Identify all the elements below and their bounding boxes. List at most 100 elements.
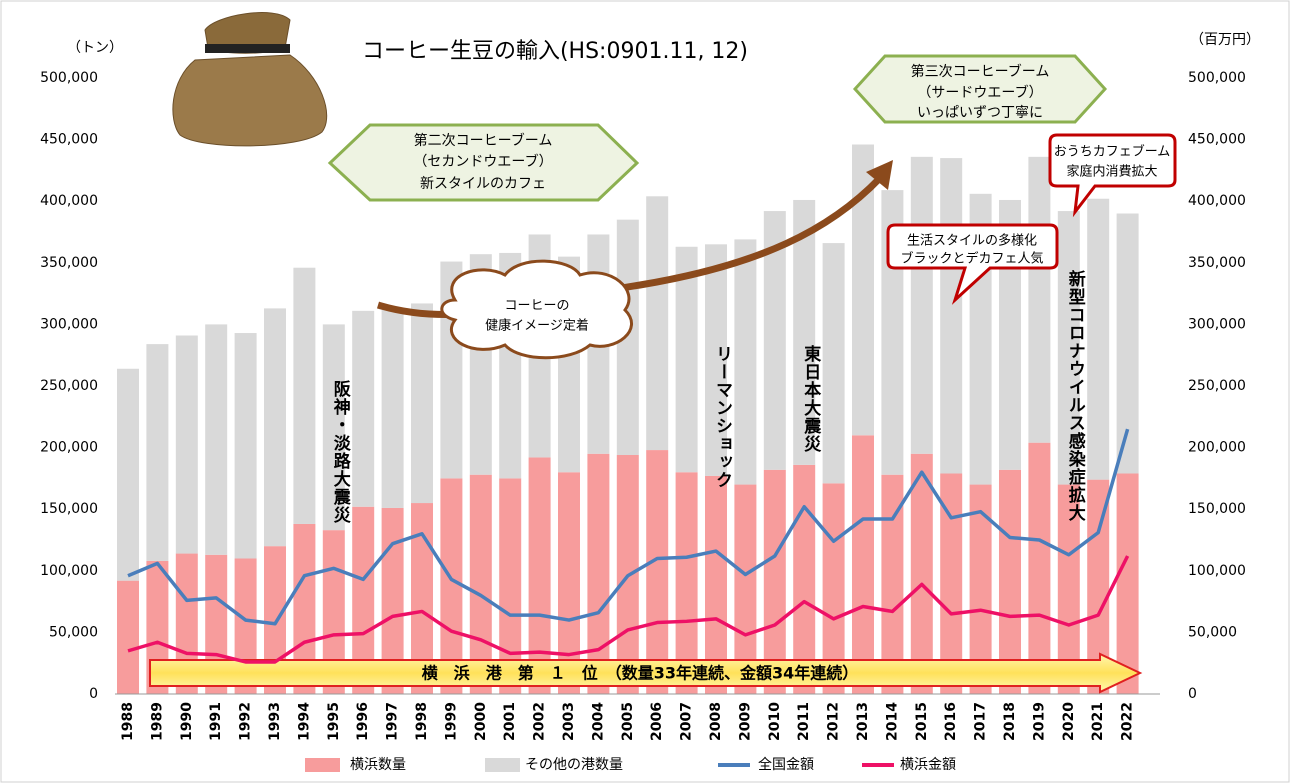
bar: [411, 303, 433, 503]
x-tick-label: 1991: [208, 702, 224, 741]
callout-text: 第二次コーヒーブーム: [414, 132, 553, 149]
y-tick-label: 300,000: [40, 316, 98, 332]
y2-tick-label: 150,000: [1188, 501, 1246, 517]
x-tick-label: 2017: [973, 702, 989, 741]
legend-label: 横浜金額: [900, 757, 956, 773]
legend-swatch: [485, 758, 520, 772]
y-tick-label: 350,000: [40, 255, 98, 271]
x-tick-label: 1993: [267, 702, 283, 741]
x-tick-label: 2001: [502, 702, 518, 741]
x-tick-label: 1997: [385, 702, 401, 741]
legend-label: 横浜数量: [350, 757, 406, 773]
bar: [646, 450, 668, 694]
y-tick-label: 500,000: [40, 70, 98, 86]
legend-swatch: [305, 758, 340, 772]
x-tick-label: 2007: [679, 702, 695, 741]
bar: [940, 158, 962, 473]
x-tick-label: 1994: [296, 702, 312, 741]
y-tick-label: 400,000: [40, 193, 98, 209]
bar: [235, 333, 257, 558]
y-tick-label: 100,000: [40, 563, 98, 579]
y-tick-label: 250,000: [40, 378, 98, 394]
bar: [734, 239, 756, 484]
y2-tick-label: 400,000: [1188, 193, 1246, 209]
callout-text: おうちカフェブーム: [1054, 144, 1171, 160]
event-label: 新型コロナウイルス感染症拡大: [1065, 269, 1086, 522]
y2-tick-label: 350,000: [1188, 255, 1246, 271]
bar: [382, 310, 404, 508]
y-tick-label: 50,000: [49, 624, 98, 640]
x-tick-label: 2006: [649, 702, 665, 741]
bar: [1117, 473, 1139, 694]
x-tick-label: 1992: [238, 702, 254, 741]
x-tick-label: 1996: [355, 702, 371, 741]
bar: [646, 196, 668, 450]
x-tick-label: 1998: [414, 702, 430, 741]
bar: [587, 454, 609, 694]
x-tick-label: 1995: [326, 702, 342, 741]
x-tick-label: 1989: [149, 702, 165, 741]
x-tick-label: 2004: [590, 702, 606, 741]
x-tick-label: 2009: [737, 702, 753, 741]
bar: [352, 311, 374, 507]
y2-tick-label: 50,000: [1188, 624, 1237, 640]
x-tick-label: 2018: [1002, 702, 1018, 741]
x-tick-label: 2016: [943, 702, 959, 741]
y2-tick-label: 0: [1188, 686, 1197, 702]
bar: [117, 581, 139, 694]
event-label: 阪神・淡路大震災: [330, 380, 352, 524]
legend-label: その他の港数量: [525, 757, 623, 773]
bar: [1028, 443, 1050, 694]
callout-text: いっぱいずつ丁寧に: [917, 104, 1043, 121]
x-tick-label: 2000: [473, 702, 489, 741]
bar: [117, 369, 139, 581]
bar: [1087, 199, 1109, 480]
banner-text: 横 浜 港 第 １ 位 （数量33年連続、金額34年連続）: [422, 664, 859, 683]
x-tick-label: 2010: [767, 702, 783, 741]
chart: コーヒー生豆の輸入(HS:0901.11, 12) （トン） （百万円） 050…: [0, 0, 1290, 783]
legend-label: 全国金額: [758, 756, 814, 773]
bar: [146, 344, 168, 561]
callout-text: 生活スタイルの多様化: [907, 233, 1037, 249]
x-tick-label: 2002: [532, 702, 548, 741]
callout-text: ブラックとデカフェ人気: [900, 251, 1043, 267]
y-tick-label: 150,000: [40, 501, 98, 517]
bar: [852, 435, 874, 694]
callout-text: 家庭内消費拡大: [1066, 164, 1157, 180]
y2-tick-label: 250,000: [1188, 378, 1246, 394]
x-tick-label: 1990: [179, 702, 195, 741]
x-tick-label: 2014: [884, 702, 900, 741]
callout-text: 第三次コーヒーブーム: [911, 63, 1050, 80]
bar: [911, 454, 933, 694]
x-tick-label: 2012: [826, 702, 842, 741]
bar: [911, 157, 933, 454]
x-tick-label: 2020: [1061, 702, 1077, 741]
bar: [264, 308, 286, 546]
y2-tick-label: 200,000: [1188, 440, 1246, 456]
chart-title: コーヒー生豆の輸入(HS:0901.11, 12): [362, 39, 748, 64]
bar: [823, 243, 845, 483]
y-axis-label: （トン）: [67, 40, 123, 56]
y-tick-label: 450,000: [40, 132, 98, 148]
callout-text: （セカンドウエーブ）: [413, 153, 552, 170]
x-tick-label: 2005: [620, 702, 636, 741]
y-tick-label: 200,000: [40, 440, 98, 456]
x-tick-label: 2008: [708, 702, 724, 741]
bar: [293, 268, 315, 524]
bar: [176, 335, 198, 553]
y2-tick-label: 100,000: [1188, 563, 1246, 579]
callout-text: （サードウエーブ）: [917, 84, 1042, 101]
bar: [1028, 157, 1050, 443]
x-tick-label: 2013: [855, 702, 871, 741]
x-tick-label: 1999: [443, 702, 459, 741]
x-tick-label: 1988: [120, 702, 136, 741]
bar: [205, 324, 227, 554]
x-tick-label: 2015: [914, 702, 930, 741]
event-label: 東日本大震災: [800, 344, 822, 453]
callout-text: 新スタイルのカフェ: [420, 176, 546, 192]
y-tick-label: 0: [89, 686, 98, 702]
callout-text: コーヒーの: [504, 299, 569, 314]
x-tick-label: 2021: [1090, 702, 1106, 741]
y2-tick-label: 450,000: [1188, 132, 1246, 148]
x-tick-label: 2003: [561, 702, 577, 741]
